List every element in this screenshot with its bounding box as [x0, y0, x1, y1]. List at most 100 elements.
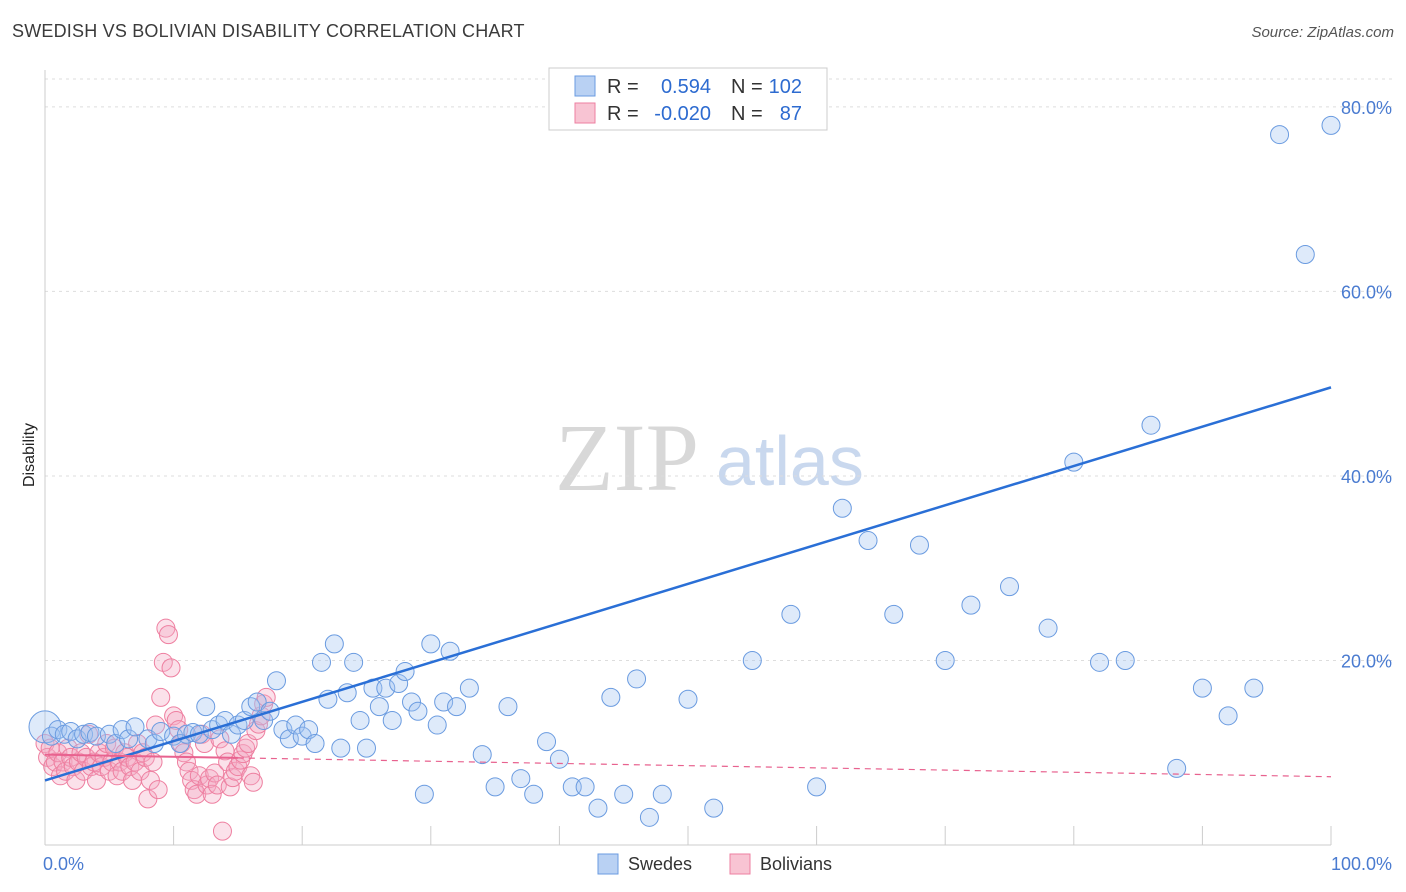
swedes-point — [549, 749, 569, 769]
swedes-point — [588, 798, 608, 818]
swedes-point — [614, 784, 634, 804]
legend-r-value: -0.020 — [654, 103, 711, 125]
swedes-point — [350, 710, 370, 730]
legend-r-label: R = — [607, 76, 639, 98]
swedes-point — [935, 650, 955, 670]
swedes-point — [1141, 415, 1161, 435]
y-tick-label: 60.0% — [1341, 282, 1392, 302]
chart-title: SWEDISH VS BOLIVIAN DISABILITY CORRELATI… — [12, 21, 525, 41]
source-credit: Source: ZipAtlas.com — [1251, 24, 1394, 41]
swedes-point — [434, 692, 454, 712]
swedes-point — [1038, 618, 1058, 638]
legend-n-value: 87 — [780, 103, 802, 125]
bolivians-point — [48, 743, 68, 763]
axes — [44, 70, 1332, 846]
swedes-point — [311, 652, 331, 672]
swedes-trend-line — [44, 386, 1332, 782]
swedes-point — [652, 784, 672, 804]
swedes-point — [485, 777, 505, 797]
swedes-point — [299, 720, 319, 740]
swedes-point — [357, 738, 376, 758]
swedes-point — [1090, 652, 1110, 672]
bolivians-point — [179, 761, 199, 781]
swedes-point — [511, 769, 531, 789]
swedes-point — [151, 722, 171, 742]
swedes-point — [427, 715, 447, 735]
swedes-point — [575, 777, 595, 797]
swedes-point — [382, 710, 402, 730]
swedes-point — [1167, 758, 1187, 778]
swedes-point — [247, 692, 267, 712]
stats-legend: R = 0.594 N = 102 R = -0.020 N = 87 — [548, 67, 828, 131]
legend-r-value: 0.594 — [661, 76, 711, 98]
swedes-point — [447, 697, 467, 717]
tick-labels: 20.0% 40.0% 60.0% 80.0% 0.0% 100.0% — [43, 98, 1392, 874]
legend-n-label: N = — [731, 103, 763, 125]
swedes-point — [421, 634, 441, 654]
swedes-point — [414, 784, 434, 804]
swedes-point — [119, 729, 139, 749]
series-legend: Swedes Bolivians — [597, 853, 832, 875]
swedes-point — [1244, 678, 1264, 698]
swedes-point — [196, 697, 216, 717]
swedes-point — [99, 724, 119, 744]
y-tick-label: 80.0% — [1341, 98, 1392, 118]
swedes-point — [106, 734, 126, 754]
swedes-point — [1270, 125, 1290, 145]
swedes-point — [80, 722, 100, 742]
swedes-point — [601, 687, 621, 707]
swedes-point — [1321, 115, 1341, 135]
y-axis-label: Disability — [21, 423, 38, 487]
swedes-point — [909, 535, 929, 555]
swedes-point — [832, 498, 852, 518]
swedes-point — [472, 745, 492, 765]
swedes-legend-label: Swedes — [628, 854, 692, 874]
legend-n-label: N = — [731, 76, 763, 98]
swedes-point — [858, 531, 878, 551]
swedes-point — [524, 784, 544, 804]
bolivians-trend-line — [44, 753, 238, 759]
swedes-point — [286, 715, 306, 735]
swedes-point — [1218, 706, 1238, 726]
swedes-legend-swatch — [574, 75, 596, 97]
swedes-point — [389, 674, 409, 694]
bolivians-point — [202, 784, 222, 804]
bolivians-legend-label: Bolivians — [760, 854, 832, 874]
bolivians-point — [200, 769, 220, 789]
swedes-point — [344, 652, 364, 672]
swedes-point — [331, 738, 351, 758]
swedes-point — [221, 724, 241, 744]
x-tick-label: 100.0% — [1331, 854, 1392, 874]
swedes-point — [807, 777, 827, 797]
swedes-point — [678, 689, 698, 709]
swedes-point — [537, 732, 557, 752]
bolivians-legend-swatch — [574, 102, 596, 124]
swedes-point — [627, 669, 647, 689]
swedes-point — [961, 595, 981, 615]
swedes-point — [408, 701, 428, 721]
bolivians-point — [151, 687, 171, 707]
watermark-atlas: atlas — [716, 422, 864, 500]
swedes-point — [742, 650, 762, 670]
legend-r-label: R = — [607, 103, 639, 125]
swedes-point — [266, 671, 286, 691]
swedes-point — [305, 734, 325, 754]
swedes-point — [324, 634, 344, 654]
bolivians-point — [243, 772, 263, 792]
legend-n-value: 102 — [769, 76, 802, 98]
swedes-point — [639, 807, 659, 827]
swedes-point — [498, 697, 518, 717]
swedes-point — [459, 678, 479, 698]
swedes-point — [1115, 650, 1135, 670]
swedes-point — [1192, 678, 1212, 698]
bolivians-point — [205, 763, 225, 783]
bolivians-point — [148, 780, 168, 800]
swedes-point — [884, 604, 904, 624]
swedes-swatch — [597, 853, 619, 875]
trend-lines — [44, 386, 1332, 782]
bolivians-point — [212, 821, 232, 841]
bolivians-trend-extension — [237, 757, 1332, 778]
swedes-point — [376, 678, 396, 698]
swedes-point — [704, 798, 724, 818]
